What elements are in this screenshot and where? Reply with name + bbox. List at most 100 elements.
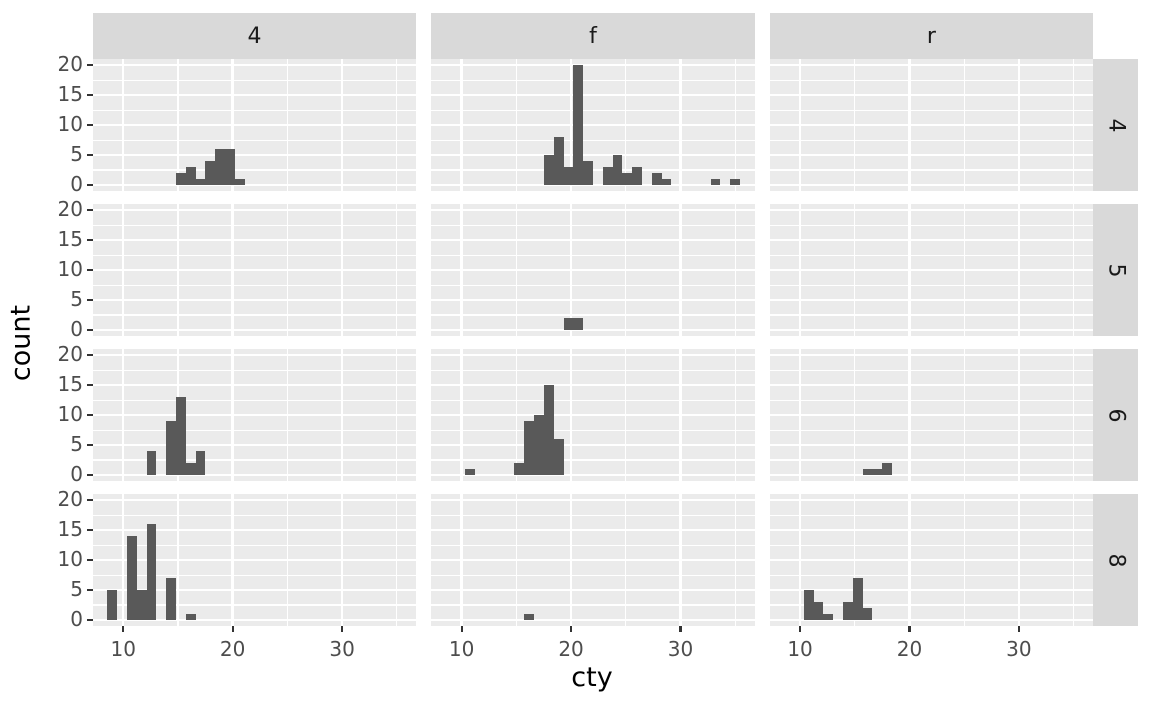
x-tick-label: 30 <box>1006 637 1032 661</box>
histogram-bar-cty-15 <box>176 173 186 185</box>
histogram-bar-cty-17 <box>195 451 206 475</box>
gridline-major <box>122 59 125 191</box>
gridline-major <box>769 354 1094 357</box>
histogram-bar-cty-22 <box>583 161 593 185</box>
x-tick-label: 20 <box>896 637 923 661</box>
gridline-major <box>231 204 234 336</box>
gridline-major <box>679 494 682 626</box>
gridline-major <box>569 204 573 336</box>
gridline-major <box>431 558 755 562</box>
panel-drv-f-cyl-6 <box>431 349 755 481</box>
histogram-bar-cty-28 <box>651 173 662 185</box>
y-axis-tick <box>86 153 93 157</box>
histogram-bar-cty-35 <box>730 179 741 185</box>
x-axis-tick <box>908 626 911 632</box>
histogram-bar-cty-16 <box>524 421 535 475</box>
gridline-minor <box>92 399 417 401</box>
histogram-bar-cty-16 <box>862 469 873 475</box>
gridline-minor <box>769 139 1094 141</box>
y-tick-label: 20 <box>57 52 83 77</box>
gridline-major <box>92 354 417 357</box>
histogram-bar-cty-21 <box>573 318 584 330</box>
gridline-minor <box>92 429 417 431</box>
gridline-major <box>769 588 1094 592</box>
gridline-major <box>769 384 1094 387</box>
gridline-major <box>431 94 755 97</box>
histogram-bar-cty-11 <box>803 590 814 620</box>
facet-strip-label: 6 <box>1103 408 1129 423</box>
gridline-minor <box>431 429 755 431</box>
gridline-minor <box>92 254 417 256</box>
x-tick-label: 10 <box>787 637 813 661</box>
facet-strip-label: 4 <box>1103 118 1129 133</box>
gridline-major <box>908 349 911 481</box>
gridline-major <box>431 618 755 622</box>
gridline-major <box>431 123 755 127</box>
y-tick-label: 20 <box>57 197 83 222</box>
x-tick-label: 10 <box>448 637 475 661</box>
histogram-bar-cty-21 <box>234 179 245 185</box>
gridline-major <box>679 349 682 481</box>
y-tick-label: 15 <box>57 227 83 252</box>
histogram-bar-cty-18 <box>882 463 893 475</box>
facet-strip-row-4: 4 <box>1093 59 1139 191</box>
gridline-minor <box>431 399 755 401</box>
histogram-bar-cty-24 <box>612 155 623 185</box>
gridline-major <box>798 349 802 481</box>
gridline-major <box>1017 494 1021 626</box>
gridline-major <box>122 349 125 481</box>
gridline-minor <box>92 544 417 546</box>
histogram-bar-cty-16 <box>862 608 873 620</box>
gridline-major <box>431 64 755 67</box>
gridline-major <box>122 494 125 626</box>
y-axis-tick <box>86 64 93 67</box>
histogram-bar-cty-17 <box>534 415 544 475</box>
gridline-minor <box>769 169 1094 171</box>
y-axis-tick <box>86 414 93 417</box>
x-axis-tick <box>798 626 802 632</box>
gridline-major <box>92 588 417 592</box>
y-tick-label: 0 <box>70 172 83 197</box>
gridline-minor <box>431 224 755 226</box>
gridline-major <box>92 328 417 332</box>
facet-strip-label: r <box>926 23 936 49</box>
gridline-major <box>769 443 1094 447</box>
gridline-major <box>92 64 417 67</box>
x-axis-tick <box>569 626 573 632</box>
panel-drv-r-cyl-4 <box>769 59 1094 191</box>
x-tick-label: 20 <box>558 637 584 661</box>
histogram-bar-cty-23 <box>602 167 613 185</box>
facet-strip-row-6: 6 <box>1093 349 1139 481</box>
gridline-major <box>431 473 755 477</box>
y-tick-label: 10 <box>57 257 83 282</box>
gridline-minor <box>92 284 417 286</box>
gridline-major <box>679 204 682 336</box>
panel-drv-r-cyl-8 <box>769 494 1094 626</box>
gridline-minor <box>92 604 417 606</box>
histogram-bar-cty-18 <box>543 385 554 475</box>
gridline-major <box>92 123 417 127</box>
gridline-major <box>431 443 755 447</box>
gridline-major <box>908 204 911 336</box>
gridline-major <box>431 183 755 187</box>
histogram-bar-cty-19 <box>215 149 226 185</box>
gridline-major <box>769 209 1094 212</box>
y-tick-label: 5 <box>70 432 83 457</box>
gridline-major <box>908 494 911 626</box>
y-tick-label: 0 <box>70 462 83 487</box>
gridline-major <box>431 239 755 242</box>
y-tick-label: 0 <box>70 607 83 632</box>
gridline-major <box>769 183 1094 187</box>
histogram-bar-cty-17 <box>195 179 206 185</box>
y-axis-tick <box>86 354 93 357</box>
gridline-minor <box>769 399 1094 401</box>
y-axis-tick <box>86 124 93 127</box>
y-axis-tick <box>86 94 93 97</box>
y-tick-label: 0 <box>70 317 83 342</box>
y-tick-label: 15 <box>57 372 83 397</box>
y-axis-tick <box>86 443 93 447</box>
panel-drv-4-cyl-4 <box>92 59 417 191</box>
gridline-major <box>231 494 234 626</box>
y-tick-label: 10 <box>57 402 83 427</box>
